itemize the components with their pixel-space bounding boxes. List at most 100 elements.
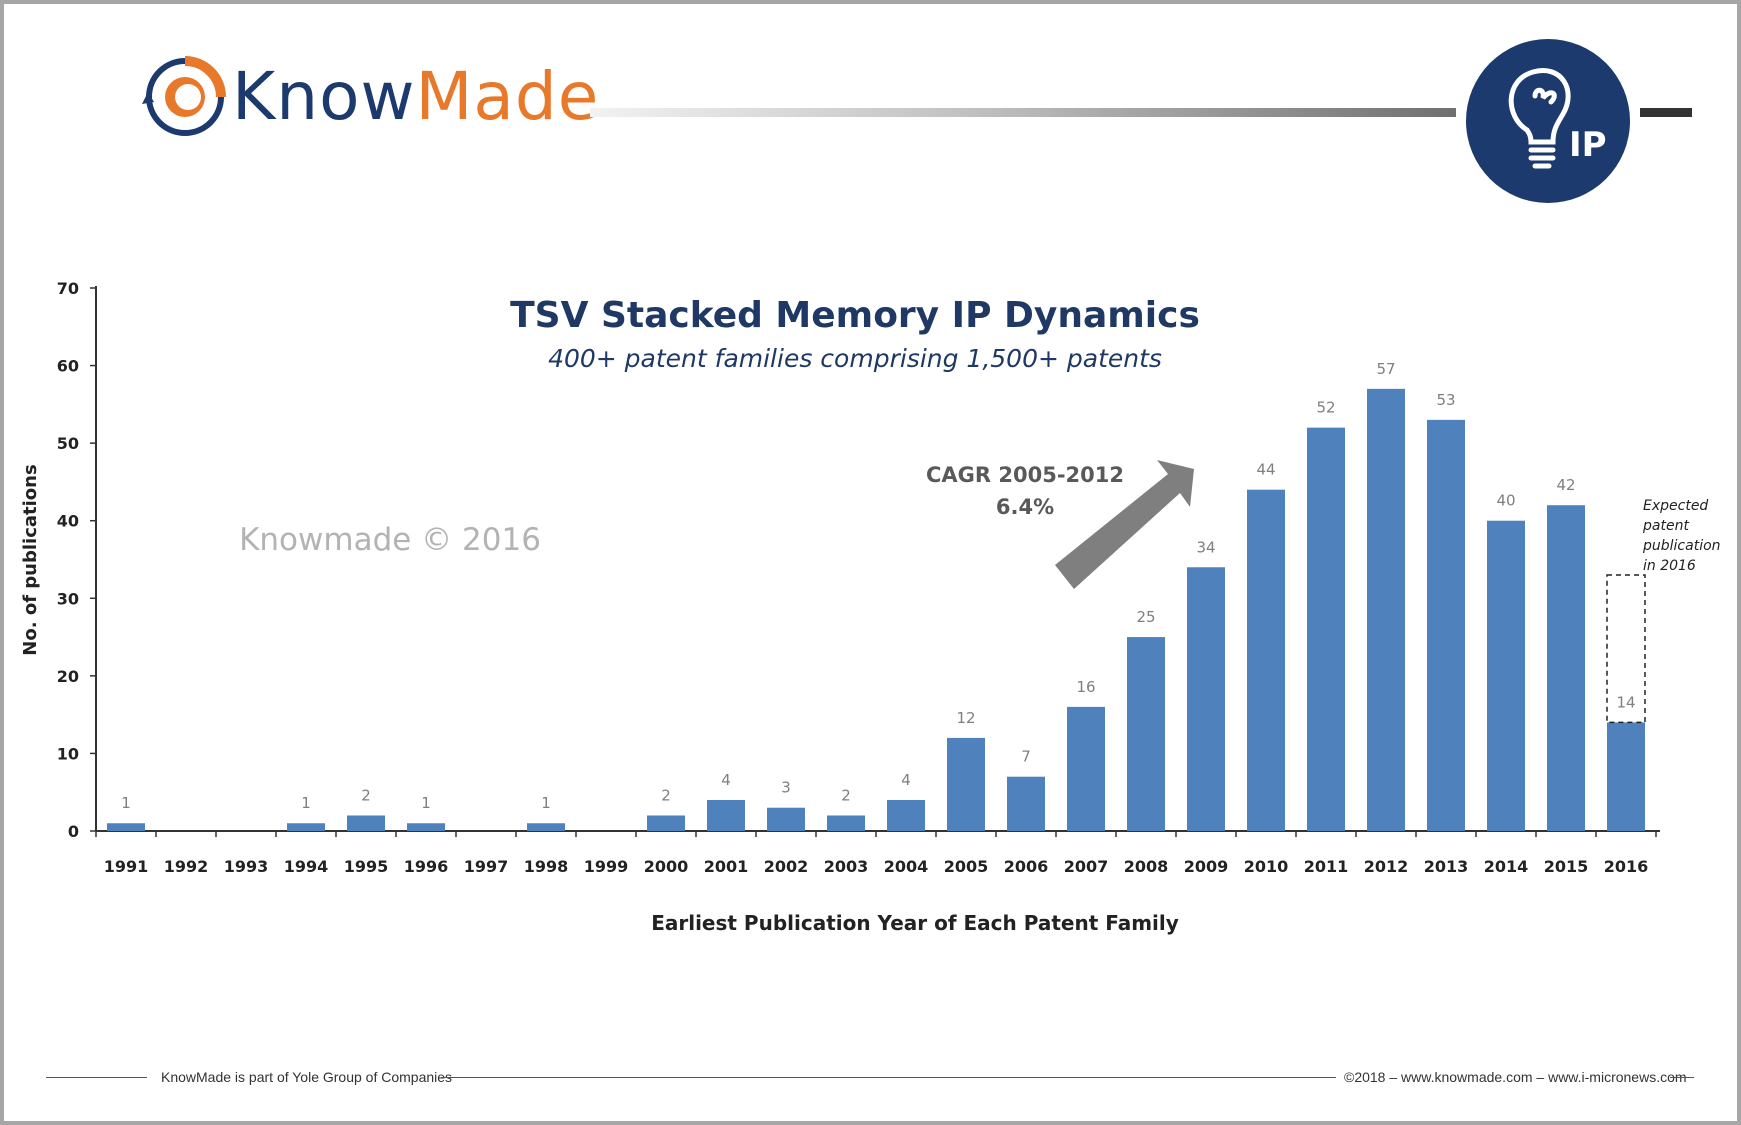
y-tick-label: 10 [57,744,79,763]
x-tick-label: 2009 [1184,857,1229,876]
data-label: 25 [1136,608,1155,626]
bar [107,823,145,831]
bar [767,807,805,831]
footer-right-text: ©2018 – www.knowmade.com – www.i-microne… [1344,1069,1687,1085]
data-label: 42 [1556,476,1575,494]
bar [1487,520,1525,831]
x-tick-label: 2007 [1064,857,1109,876]
y-tick-label: 40 [57,512,79,531]
x-tick-label: 2001 [704,857,749,876]
x-tick-label: 2003 [824,857,869,876]
data-label: 4 [901,771,911,789]
data-label: 14 [1616,693,1635,711]
bar [1247,489,1285,831]
wordmark-made: Made [415,58,600,135]
x-tick-label: 1994 [284,857,329,876]
expected-2016-outline [1606,574,1646,724]
knowmade-logo-icon [142,56,226,136]
knowmade-logo: KnowMade [140,48,598,148]
x-tick-label: 2005 [944,857,989,876]
chart-subtitle: 400+ patent families comprising 1,500+ p… [548,344,1162,373]
bar [647,815,685,831]
data-label: 1 [301,794,311,812]
y-tick-label: 70 [57,279,79,298]
x-tick-label: 2015 [1544,857,1589,876]
lightbulb-icon [1508,68,1571,169]
x-tick-label: 2014 [1484,857,1529,876]
data-label: 4 [721,771,731,789]
y-axis-label: No. of publications [20,464,41,655]
bar [947,737,985,831]
expected-note-line1: Expected [1643,498,1708,514]
bar [287,823,325,831]
data-label: 7 [1021,748,1031,766]
cagr-arrow [1055,460,1194,589]
x-tick-label: 1996 [404,857,449,876]
x-axis-label: Earliest Publication Year of Each Patent… [651,911,1179,935]
bar [1367,388,1405,831]
bar [1187,567,1225,831]
expected-note-line2: patent [1642,518,1689,534]
data-label: 3 [781,779,791,797]
bar [1547,505,1585,831]
data-label: 2 [841,786,851,804]
data-label: 1 [421,794,431,812]
footer-rule-center [441,1077,1336,1078]
x-tick-label: 2013 [1424,857,1469,876]
x-tick-label: 1992 [164,857,209,876]
data-label: 44 [1256,461,1275,479]
bar [527,823,565,831]
bar [827,815,865,831]
knowmade-wordmark: KnowMade [232,62,599,132]
cagr-label: CAGR 2005-2012 [926,463,1124,487]
data-label: 57 [1376,360,1395,378]
ip-badge-circle [1466,39,1630,203]
x-tick-label: 2012 [1364,857,1409,876]
data-label: 34 [1196,538,1215,556]
x-tick-label: 2006 [1004,857,1049,876]
x-tick-label: 1995 [344,857,389,876]
x-tick-label: 2010 [1244,857,1289,876]
header-divider [590,108,1456,117]
chart-title: TSV Stacked Memory IP Dynamics [510,295,1200,336]
bar [707,799,745,831]
footer-rule-right [1670,1077,1694,1078]
data-label: 52 [1316,399,1335,417]
bar [1607,722,1645,831]
bar [347,815,385,831]
data-label: 12 [956,709,975,727]
y-tick-label: 60 [57,357,79,376]
y-tick-label: 20 [57,667,79,686]
data-label: 1 [121,794,131,812]
x-tick-label: 2011 [1304,857,1349,876]
x-tick-label: 1991 [104,857,149,876]
wordmark-know: Know [232,58,416,135]
x-tick-label: 2004 [884,857,929,876]
x-tick-label: 1993 [224,857,269,876]
data-label: 2 [661,786,671,804]
y-tick-label: 0 [68,822,79,841]
x-tick-label: 2016 [1604,857,1649,876]
x-tick-label: 2000 [644,857,689,876]
x-tick-label: 2008 [1124,857,1169,876]
footer-rule-left [46,1077,147,1078]
data-label: 53 [1436,391,1455,409]
x-tick-label: 1999 [584,857,629,876]
header-divider-right [1640,108,1692,117]
ip-badge: IP [1466,39,1630,203]
cagr-value: 6.4% [996,495,1054,519]
bar [887,799,925,831]
expected-note-line3: publication [1642,538,1721,554]
bar [1127,637,1165,831]
data-label: 16 [1076,678,1095,696]
data-label: 1 [541,794,551,812]
data-label: 40 [1496,492,1515,510]
watermark: Knowmade © 2016 [239,522,541,558]
footer-left-text: KnowMade is part of Yole Group of Compan… [161,1069,453,1085]
bar [1007,776,1045,831]
ip-badge-label: IP [1569,125,1607,165]
bar [1427,419,1465,831]
